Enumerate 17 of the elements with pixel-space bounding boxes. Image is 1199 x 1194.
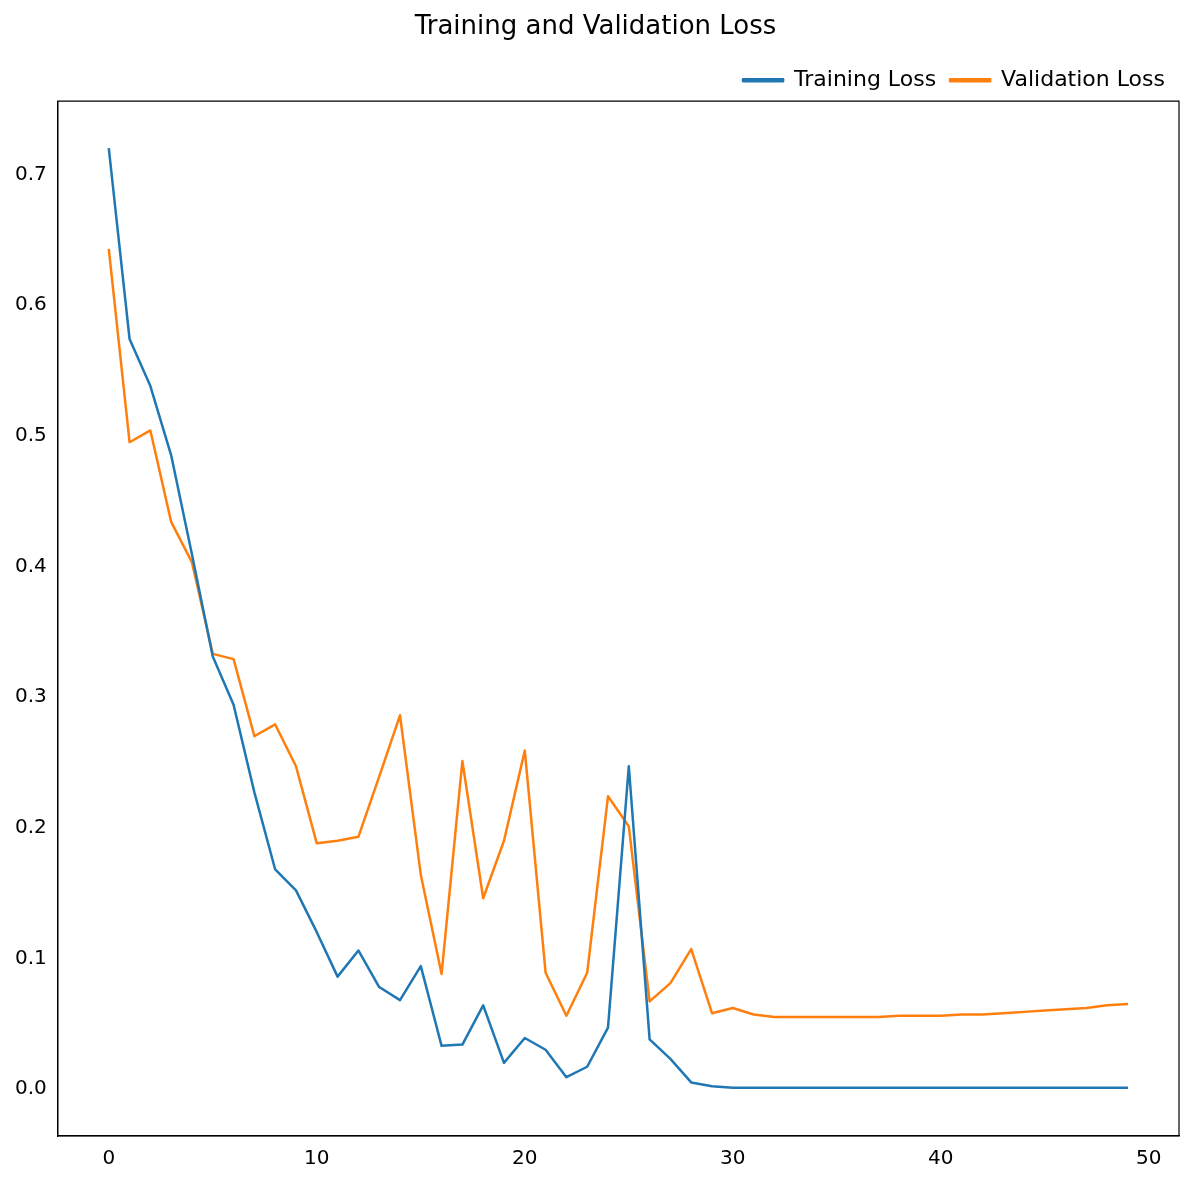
chart-title: Training and Validation Loss: [413, 10, 777, 41]
x-tick-label: 50: [1136, 1145, 1162, 1170]
y-tick-label: 0.1: [14, 944, 47, 969]
y-tick-label: 0.0: [14, 1075, 47, 1100]
legend-label: Validation Loss: [1001, 65, 1166, 91]
y-tick-label: 0.5: [14, 421, 47, 446]
y-tick-label: 0.3: [14, 683, 47, 708]
y-tick-label: 0.4: [14, 552, 47, 577]
x-tick-label: 10: [304, 1145, 330, 1170]
y-tick-label: 0.2: [14, 813, 47, 838]
legend-label: Training Loss: [793, 65, 937, 91]
y-tick-label: 0.6: [14, 291, 47, 316]
x-tick-label: 0: [102, 1145, 116, 1170]
y-tick-label: 0.7: [14, 160, 47, 185]
x-tick-label: 40: [928, 1145, 954, 1170]
x-tick-label: 20: [512, 1145, 538, 1170]
x-tick-label: 30: [720, 1145, 746, 1170]
